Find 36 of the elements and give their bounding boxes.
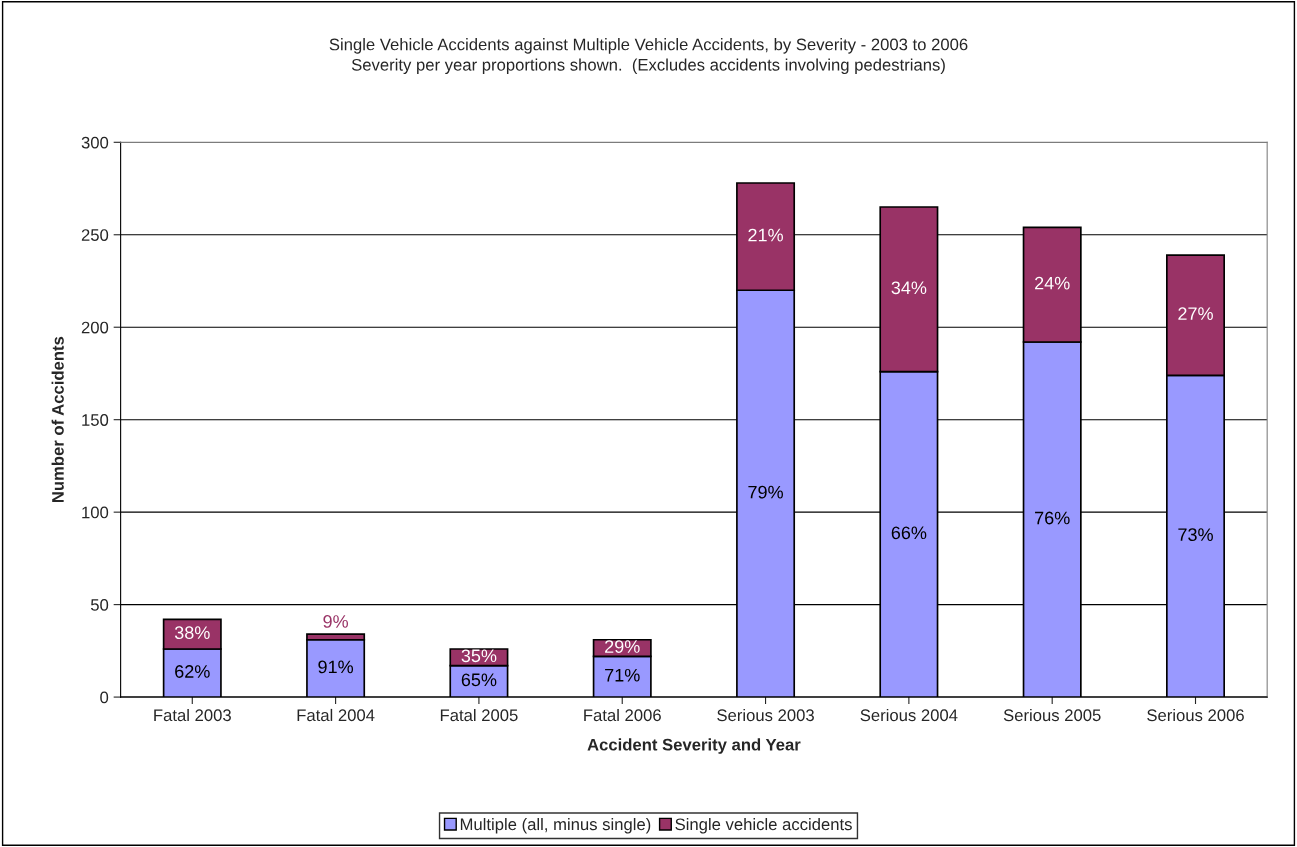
annotation: 91% bbox=[318, 660, 354, 674]
y-tick-label: 150 bbox=[82, 414, 109, 426]
annotation: 34% bbox=[891, 281, 927, 295]
x-tick-label: Serious 2005 bbox=[1003, 708, 1101, 722]
y-tick-label: 100 bbox=[82, 506, 109, 519]
annotation: 38% bbox=[174, 626, 210, 640]
annotation: 76% bbox=[1035, 511, 1070, 525]
x-tick-label: Serious 2006 bbox=[1147, 708, 1244, 722]
x-tick-label: Fatal 2006 bbox=[584, 708, 661, 722]
y-tick-label: 250 bbox=[81, 229, 109, 241]
annotation: 35% bbox=[461, 649, 497, 663]
y-tick-label: 300 bbox=[81, 136, 109, 149]
chart-title: Single Vehicle Accidents against Multiple Vehicle Accidents, by Severity - 2003 to 2006 Severity per year proportions shown. (Excludes accidents involving pedestrians) bbox=[329, 38, 968, 75]
annotation: 29% bbox=[605, 640, 640, 653]
annotation: 66% bbox=[891, 526, 927, 540]
annotation: 71% bbox=[605, 668, 640, 682]
x-tick-label: Fatal 2004 bbox=[297, 708, 375, 722]
x-axis-title: Accident Severity and Year bbox=[587, 738, 801, 754]
legend-label: Multiple (all, minus single) bbox=[460, 817, 651, 834]
annotation: 9% bbox=[323, 615, 348, 628]
x-tick-label: Fatal 2005 bbox=[440, 708, 518, 722]
annotation: 24% bbox=[1035, 276, 1070, 290]
y-axis-title: Number of Accidents bbox=[51, 336, 64, 503]
y-tick-label: 0 bbox=[100, 691, 109, 704]
legend-label: Single vehicle accidents bbox=[675, 817, 852, 834]
annotation: 73% bbox=[1178, 528, 1213, 542]
x-tick-label: Serious 2004 bbox=[860, 708, 958, 722]
x-tick-label: Fatal 2003 bbox=[154, 708, 231, 722]
annotation: 65% bbox=[461, 673, 497, 687]
y-tick-label: 50 bbox=[90, 599, 109, 611]
annotation: 21% bbox=[748, 228, 783, 242]
y-tick-label: 200 bbox=[81, 321, 109, 334]
annotation: 27% bbox=[1178, 307, 1213, 320]
annotation: 79% bbox=[748, 485, 783, 499]
annotation: 62% bbox=[175, 665, 210, 678]
x-tick-label: Serious 2003 bbox=[717, 708, 814, 722]
